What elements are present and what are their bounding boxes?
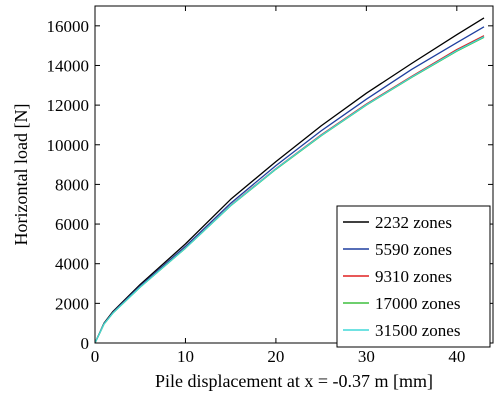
legend-label-1: 5590 zones — [375, 240, 452, 259]
x-tick-label: 30 — [358, 347, 375, 366]
y-tick-label: 6000 — [55, 215, 89, 234]
y-tick-label: 14000 — [47, 56, 90, 75]
x-tick-label: 10 — [177, 347, 194, 366]
x-tick-label: 0 — [91, 347, 100, 366]
y-tick-label: 10000 — [47, 136, 90, 155]
legend-label-0: 2232 zones — [375, 213, 452, 232]
y-tick-label: 16000 — [47, 17, 90, 36]
legend: 2232 zones 5590 zones 9310 zones 17000 zone… — [336, 205, 491, 348]
x-tick-label: 20 — [267, 347, 284, 366]
y-tick-label: 12000 — [47, 96, 90, 115]
plot-frame — [94, 5, 494, 344]
y-axis-label: Horizontal load [N] — [11, 104, 31, 246]
series-line-4 — [94, 36, 485, 344]
x-axis-label: Pile displacement at x = -0.37 m [mm] — [155, 371, 433, 391]
y-tick-label: 8000 — [55, 175, 89, 194]
y-tick-label: 2000 — [55, 294, 89, 313]
legend-label-3: 17000 zones — [375, 294, 460, 313]
ticks-layer: 0 10 20 30 40 0 2000 4000 6000 8000 10000 12000 1400… — [47, 6, 493, 366]
series-layer — [94, 17, 485, 344]
y-tick-label: 0 — [81, 334, 90, 353]
y-tick-label: 4000 — [55, 255, 89, 274]
legend-label-2: 9310 zones — [375, 267, 452, 286]
legend-label-4: 31500 zones — [375, 321, 460, 340]
x-tick-label: 40 — [448, 347, 465, 366]
